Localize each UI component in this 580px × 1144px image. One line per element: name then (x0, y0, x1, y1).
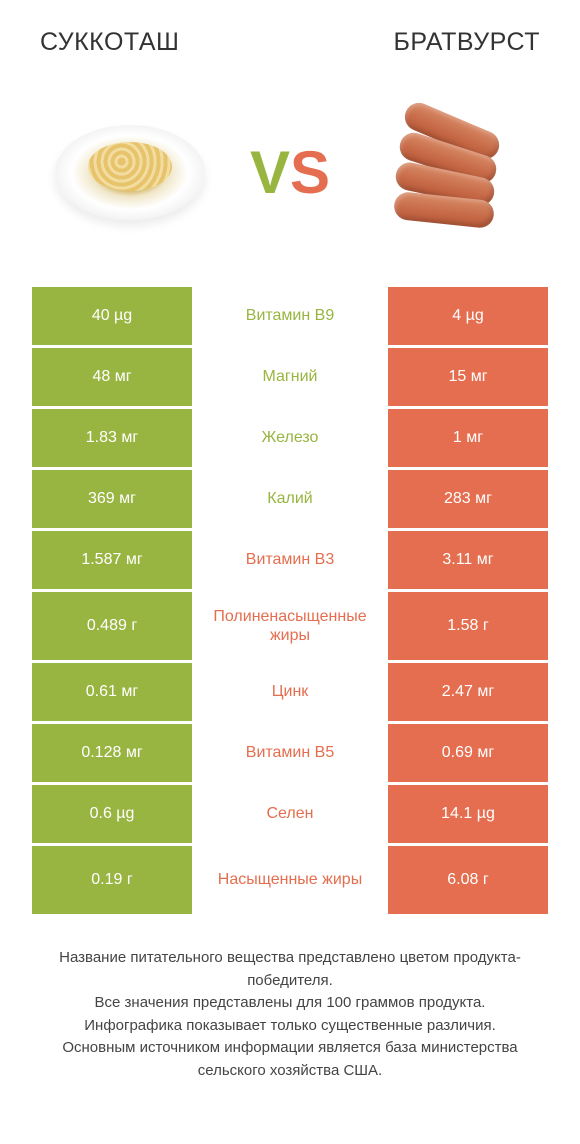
table-row: 40 µgВитамин B94 µg (32, 287, 548, 345)
table-row: 0.19 гНасыщенные жиры6.08 г (32, 846, 548, 914)
footer-line: Название питательного вещества представл… (30, 947, 550, 992)
header: СУККОТАШ БРАТВУРСТ (0, 0, 580, 67)
nutrient-label: Калий (192, 470, 388, 528)
value-right: 6.08 г (388, 846, 548, 914)
nutrient-label: Железо (192, 409, 388, 467)
table-row: 1.587 мгВитамин B33.11 мг (32, 531, 548, 589)
value-right: 15 мг (388, 348, 548, 406)
table-row: 48 мгМагний15 мг (32, 348, 548, 406)
table-row: 0.6 µgСелен14.1 µg (32, 785, 548, 843)
title-right: БРАТВУРСТ (393, 28, 540, 57)
table-row: 0.489 гПолиненасыщенные жиры1.58 г (32, 592, 548, 660)
title-left: СУККОТАШ (40, 28, 179, 57)
footer-line: Инфографика показывает только существенн… (30, 1015, 550, 1038)
nutrient-label: Полиненасыщенные жиры (192, 592, 388, 660)
sausages-icon (380, 102, 520, 242)
nutrient-label: Насыщенные жиры (192, 846, 388, 914)
value-left: 0.6 µg (32, 785, 192, 843)
nutrient-label: Селен (192, 785, 388, 843)
value-left: 0.61 мг (32, 663, 192, 721)
value-left: 369 мг (32, 470, 192, 528)
table-row: 1.83 мгЖелезо1 мг (32, 409, 548, 467)
value-right: 3.11 мг (388, 531, 548, 589)
footer-notes: Название питательного вещества представл… (0, 917, 580, 1082)
value-left: 0.19 г (32, 846, 192, 914)
value-right: 1 мг (388, 409, 548, 467)
bratwurst-image (370, 92, 530, 252)
succotash-image (50, 92, 210, 252)
value-right: 4 µg (388, 287, 548, 345)
value-left: 0.489 г (32, 592, 192, 660)
plate-icon (55, 125, 205, 220)
value-right: 0.69 мг (388, 724, 548, 782)
value-right: 14.1 µg (388, 785, 548, 843)
comparison-table: 40 µgВитамин B94 µg48 мгМагний15 мг1.83 … (0, 287, 580, 914)
value-left: 40 µg (32, 287, 192, 345)
table-row: 0.128 мгВитамин B50.69 мг (32, 724, 548, 782)
value-right: 283 мг (388, 470, 548, 528)
nutrient-label: Цинк (192, 663, 388, 721)
footer-line: Все значения представлены для 100 граммо… (30, 992, 550, 1015)
value-left: 1.83 мг (32, 409, 192, 467)
nutrient-label: Витамин B5 (192, 724, 388, 782)
images-row: VS (0, 67, 580, 287)
vs-label: VS (250, 138, 330, 207)
value-left: 1.587 мг (32, 531, 192, 589)
table-row: 0.61 мгЦинк2.47 мг (32, 663, 548, 721)
nutrient-label: Витамин B9 (192, 287, 388, 345)
nutrient-label: Магний (192, 348, 388, 406)
value-left: 0.128 мг (32, 724, 192, 782)
table-row: 369 мгКалий283 мг (32, 470, 548, 528)
nutrient-label: Витамин B3 (192, 531, 388, 589)
footer-line: Основным источником информации является … (30, 1037, 550, 1082)
value-right: 1.58 г (388, 592, 548, 660)
value-right: 2.47 мг (388, 663, 548, 721)
value-left: 48 мг (32, 348, 192, 406)
